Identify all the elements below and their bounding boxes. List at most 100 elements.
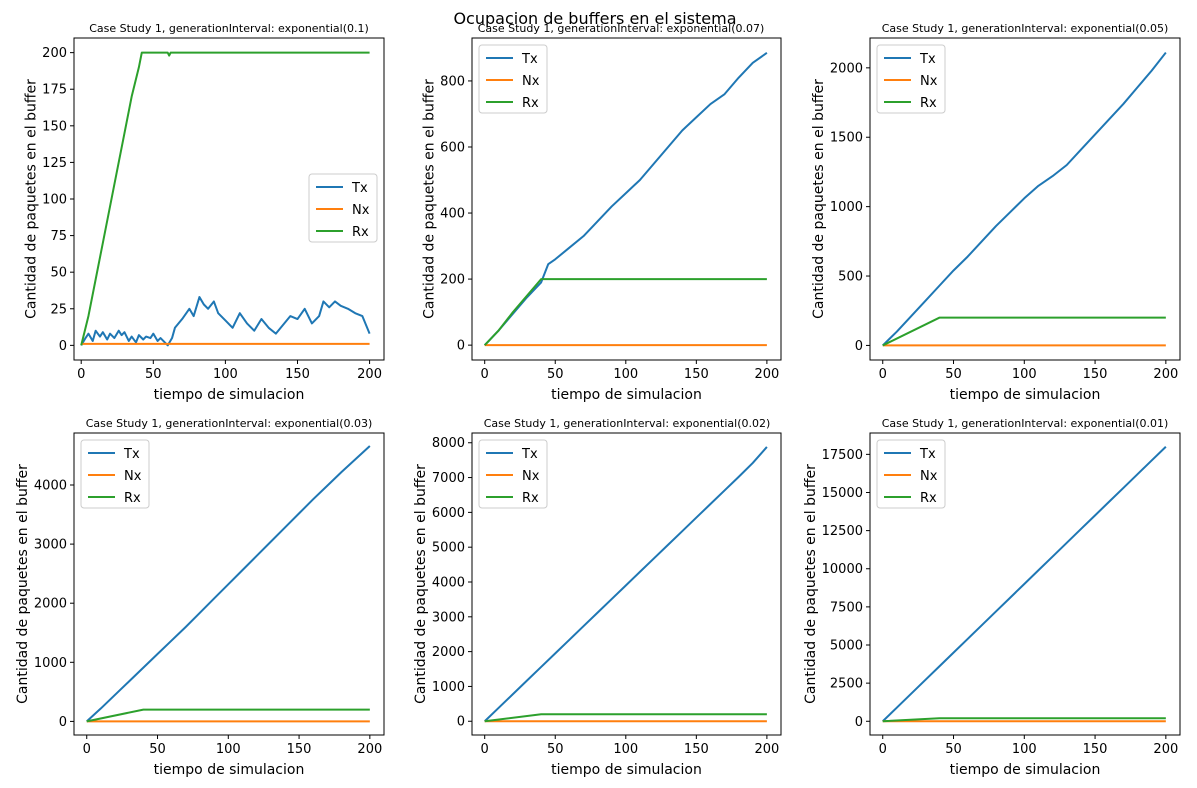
subplot-title: Case Study 1, generationInterval: expone… [478, 22, 765, 35]
x-tick-label: 200 [754, 367, 779, 382]
series-line-tx [80, 296, 371, 347]
series-line-tx [483, 52, 768, 346]
y-tick-label: 7500 [830, 600, 863, 615]
x-tick-label: 150 [285, 367, 310, 382]
figure-title: Ocupacion de buffers en el sistema [453, 9, 736, 28]
plot-frame [869, 432, 1181, 736]
y-tick-label: 1500 [830, 131, 863, 146]
x-tick-label: 50 [945, 742, 962, 757]
y-tick-label: 800 [440, 74, 465, 89]
x-tick-label: 150 [1083, 742, 1108, 757]
y-tick-label: 175 [42, 83, 67, 98]
x-tick-label: 0 [481, 742, 489, 757]
plot-frame [869, 37, 1181, 361]
y-tick-label: 0 [59, 715, 67, 730]
x-tick-label: 150 [287, 742, 312, 757]
legend-label: Tx [919, 447, 936, 462]
subplot-3: Case Study 1, generationInterval: expone… [811, 22, 1181, 403]
y-tick-label: 0 [457, 715, 465, 730]
series-line-rx [86, 708, 370, 723]
legend-label: Tx [521, 52, 538, 67]
series-line-rx [484, 713, 767, 723]
y-tick-label: 600 [440, 140, 465, 155]
y-axis-label: Cantidad de paquetes en el buffer [413, 464, 429, 704]
series-line-rx [483, 278, 767, 346]
legend-label: Tx [351, 181, 368, 196]
x-tick-label: 150 [684, 742, 709, 757]
y-tick-label: 0 [457, 339, 465, 354]
y-tick-label: 10000 [822, 562, 863, 577]
y-axis-label: Cantidad de paquetes en el buffer [803, 464, 819, 704]
legend: Tx Nx Rx [308, 173, 378, 243]
series-line-rx [882, 717, 1166, 723]
y-tick-label: 7000 [432, 471, 465, 486]
x-tick-label: 200 [1153, 742, 1178, 757]
subplot-title: Case Study 1, generationInterval: expone… [86, 417, 373, 430]
series-line-tx [86, 445, 371, 723]
y-tick-label: 25 [50, 302, 67, 317]
y-tick-label: 6000 [432, 506, 465, 521]
y-tick-label: 0 [59, 339, 67, 354]
subplot-5: Case Study 1, generationInterval: expone… [413, 417, 782, 778]
x-tick-label: 100 [216, 742, 241, 757]
legend: Tx Nx Rx [80, 439, 150, 509]
y-tick-label: 3000 [34, 538, 67, 553]
y-tick-label: 12500 [822, 524, 863, 539]
y-tick-label: 17500 [822, 448, 863, 463]
x-tick-label: 50 [945, 367, 962, 382]
subplot-2: Case Study 1, generationInterval: expone… [421, 22, 782, 403]
series-line-rx [80, 51, 370, 346]
y-axis-label: Cantidad de paquetes en el buffer [811, 79, 827, 319]
x-tick-label: 0 [879, 367, 887, 382]
x-tick-label: 100 [1012, 367, 1037, 382]
x-tick-label: 0 [879, 742, 887, 757]
legend: Tx Nx Rx [478, 439, 548, 509]
x-tick-label: 50 [149, 742, 166, 757]
y-tick-label: 50 [50, 266, 67, 281]
legend: Tx Nx Rx [876, 439, 946, 509]
x-tick-label: 50 [145, 367, 162, 382]
y-tick-label: 1000 [34, 656, 67, 671]
y-tick-label: 1000 [830, 200, 863, 215]
subplot-title: Case Study 1, generationInterval: expone… [882, 22, 1169, 35]
y-tick-label: 0 [855, 339, 863, 354]
x-tick-label: 200 [754, 742, 779, 757]
series-line-tx [882, 51, 1167, 347]
y-tick-label: 500 [838, 270, 863, 285]
legend-label: Rx [920, 491, 937, 506]
subplot-title: Case Study 1, generationInterval: expone… [484, 417, 771, 430]
x-axis-label: tiempo de simulacion [551, 762, 702, 778]
subplots: Case Study 1, generationInterval: expone… [15, 22, 1181, 778]
y-tick-label: 2500 [830, 677, 863, 692]
y-tick-label: 0 [855, 715, 863, 730]
legend-label: Nx [920, 469, 938, 484]
y-tick-label: 75 [50, 229, 67, 244]
legend: Tx Nx Rx [876, 44, 946, 114]
y-tick-label: 125 [42, 156, 67, 171]
y-tick-label: 15000 [822, 486, 863, 501]
x-axis-label: tiempo de simulacion [154, 762, 305, 778]
x-axis-label: tiempo de simulacion [551, 387, 702, 403]
y-tick-label: 2000 [830, 61, 863, 76]
legend-label: Nx [920, 74, 938, 89]
x-tick-label: 100 [213, 367, 238, 382]
legend-label: Tx [919, 52, 936, 67]
y-tick-label: 100 [42, 193, 67, 208]
x-tick-label: 150 [684, 367, 709, 382]
subplot-4: Case Study 1, generationInterval: expone… [15, 417, 385, 778]
y-tick-label: 200 [42, 46, 67, 61]
x-tick-label: 200 [357, 367, 382, 382]
legend-label: Rx [920, 96, 937, 111]
subplot-title: Case Study 1, generationInterval: expone… [89, 22, 369, 35]
y-axis-label: Cantidad de paquetes en el buffer [23, 79, 39, 319]
plot-frame [73, 432, 385, 736]
y-tick-label: 400 [440, 207, 465, 222]
subplot-title: Case Study 1, generationInterval: expone… [882, 417, 1169, 430]
y-tick-label: 3000 [432, 610, 465, 625]
x-tick-label: 0 [77, 367, 85, 382]
series-line-tx [484, 446, 768, 722]
y-axis-label: Cantidad de paquetes en el buffer [421, 79, 437, 319]
legend-label: Tx [123, 447, 140, 462]
legend-label: Nx [522, 469, 540, 484]
